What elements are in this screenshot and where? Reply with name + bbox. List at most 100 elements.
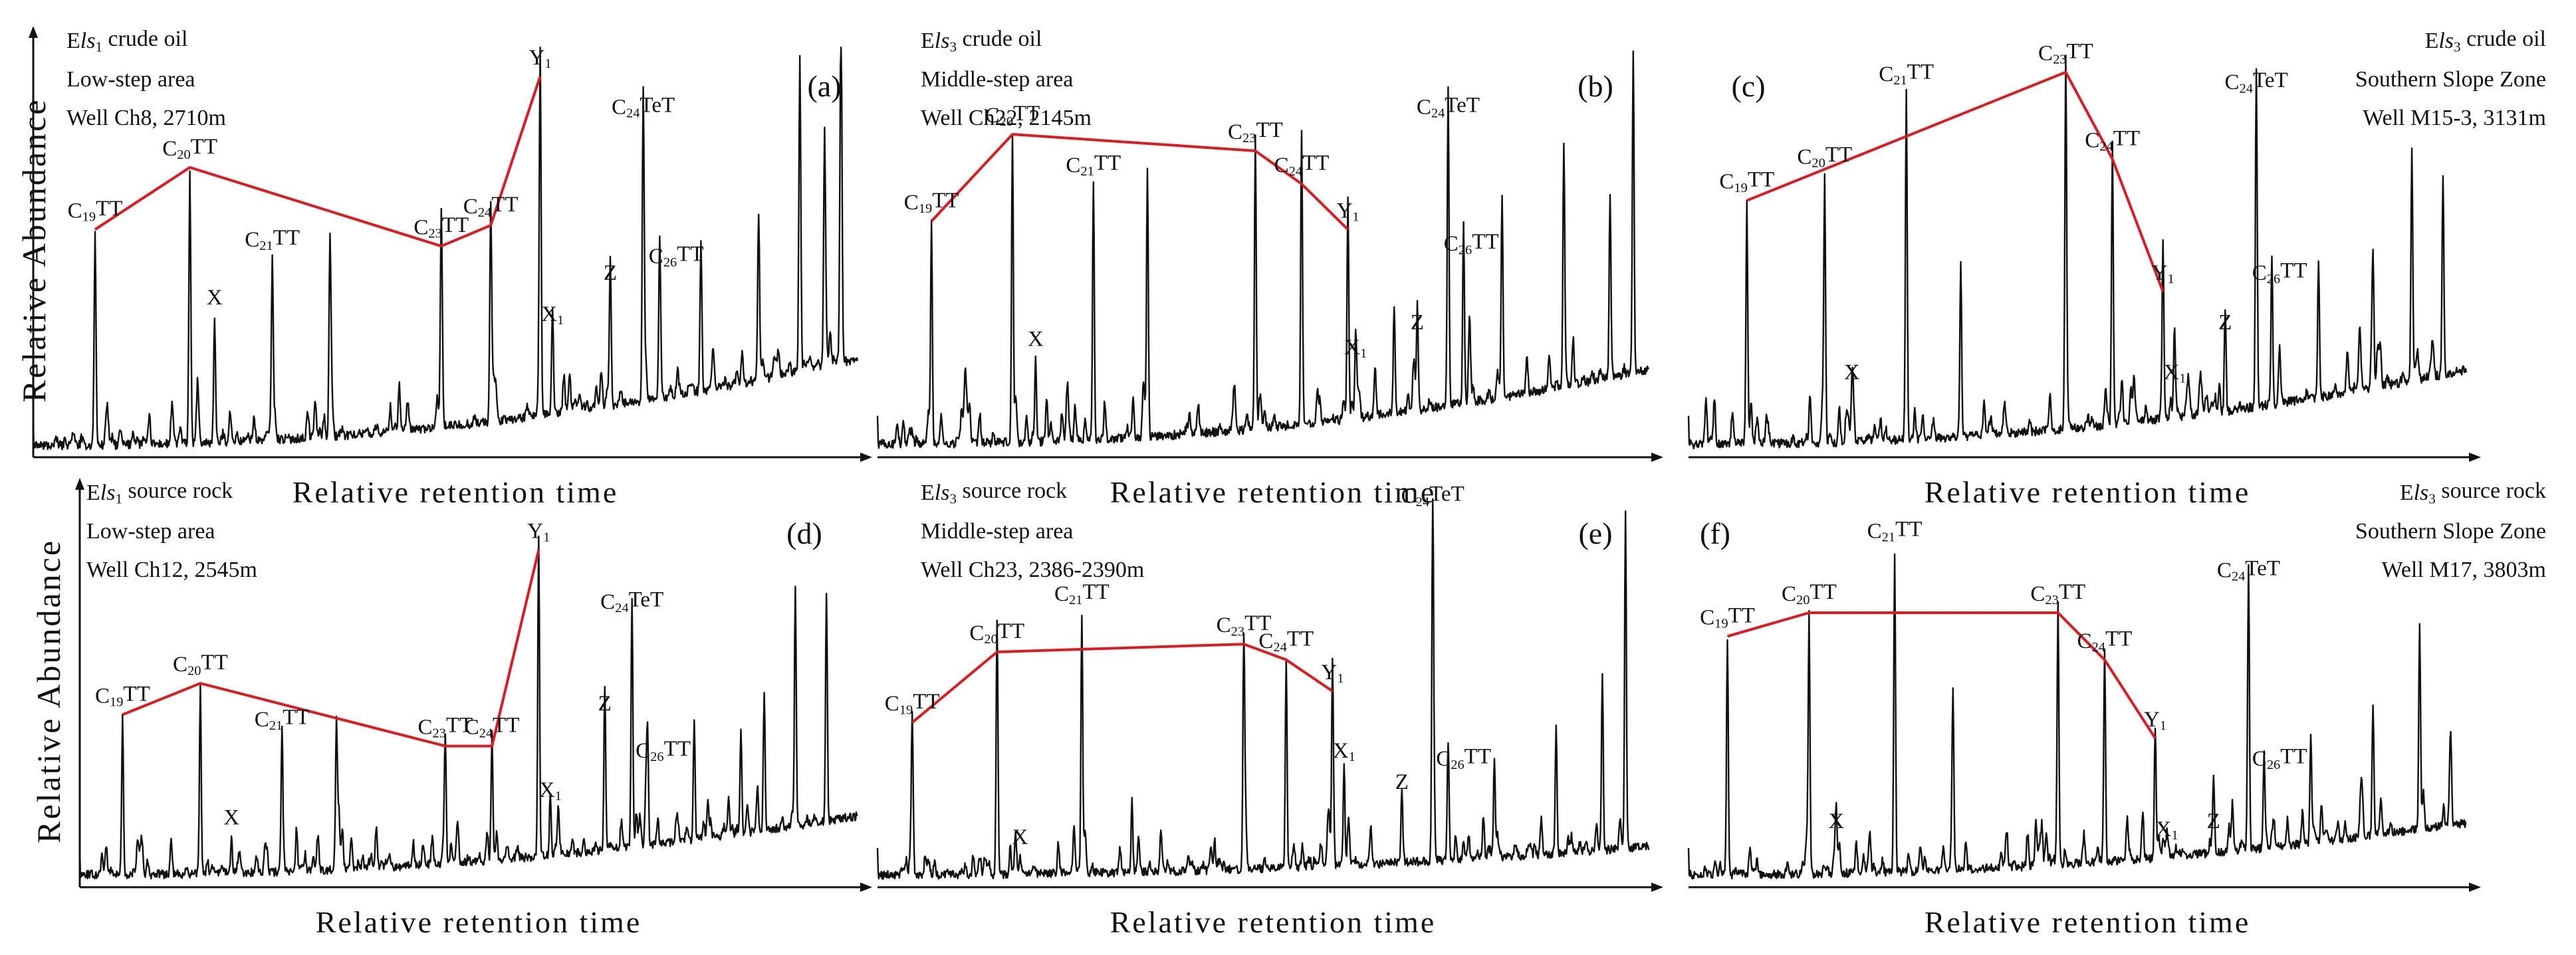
panel-info-line: Southern Slope Zone: [2355, 67, 2546, 92]
panel-info-line: Southern Slope Zone: [2355, 519, 2546, 544]
trend-line: [94, 76, 542, 248]
chromatogram-trace: [1687, 54, 2468, 450]
peak-label: C20TT: [985, 102, 1040, 129]
peak-label: X1: [2163, 360, 2186, 385]
peak-label: X1: [1333, 739, 1355, 764]
panel-info-line: Els1 source rock: [86, 478, 233, 507]
peak-label: X1: [1344, 336, 1367, 361]
peak-label: C21TT: [1066, 152, 1121, 179]
peak-label: Z: [2207, 809, 2220, 833]
panel-info-line: Well Ch12, 2545m: [86, 558, 257, 582]
panel-tag: (c): [1731, 69, 1765, 103]
peak-label: C23TT: [1228, 118, 1283, 146]
trend-line: [930, 133, 1349, 231]
peak-label: C26TT: [649, 243, 704, 270]
panel-tag: (e): [1578, 516, 1612, 550]
peak-label: X: [1012, 825, 1028, 849]
y-axis-label: Relative Abundance: [15, 98, 53, 402]
peak-label: C20TT: [969, 619, 1024, 647]
peak-label: C19TT: [885, 690, 940, 717]
panel-tag: (d): [786, 516, 822, 550]
peak-label: C24TeT: [1417, 93, 1480, 120]
x-axis-label: Relative retention time: [316, 905, 642, 939]
panel-c: Relative retention time C19TT C20TT X C21TT C…: [1687, 27, 2546, 509]
peak-label: X1: [541, 302, 564, 328]
peak-label: C21TT: [255, 706, 310, 733]
panel-d: Relative Abundance Relative retention tim…: [30, 478, 872, 939]
panel-info-line: Els3 crude oil: [921, 27, 1042, 55]
chromatogram-trace: [32, 46, 859, 451]
panel-info-line: Well M17, 3803m: [2381, 558, 2546, 582]
peak-label: C21TT: [1879, 60, 1934, 88]
panel-info-line: Els3 source rock: [921, 478, 1067, 507]
chromatogram-trace: [876, 50, 1650, 449]
peak-label: X: [1028, 327, 1044, 351]
peak-label: C23TT: [2030, 580, 2085, 607]
peak-label: X: [223, 805, 239, 829]
panel-info-line: Well Ch22, 2145m: [921, 106, 1092, 130]
peak-label: C20TT: [162, 135, 217, 162]
peak-label: C19TT: [95, 682, 150, 709]
panel-info-line: Low-step area: [66, 67, 195, 92]
trend-line: [122, 550, 540, 748]
x-axis-label: Relative retention time: [1925, 475, 2251, 509]
panel-info-line: Well Ch23, 2386-2390m: [921, 558, 1144, 582]
y-axis-arrow: [75, 478, 84, 490]
trend-line: [911, 643, 1334, 724]
peak-label: C19TT: [1700, 603, 1755, 631]
peak-label: C24TT: [2085, 126, 2140, 154]
peak-label: C23TT: [1217, 611, 1272, 639]
peak-label: C19TT: [68, 197, 123, 224]
peak-label: C24TT: [465, 713, 520, 740]
peak-label: X: [1844, 360, 1860, 384]
chromatogram-trace: [876, 498, 1650, 880]
peak-label: Y1: [1337, 199, 1359, 224]
panel-info-line: Low-step area: [86, 519, 215, 544]
peak-label: Y1: [527, 520, 550, 545]
panel-b: Relative retention time C19TT C20TT X C21TT C…: [876, 27, 1663, 509]
y-axis-arrow: [29, 26, 38, 38]
panel-tag: (b): [1578, 69, 1613, 103]
peak-label: C20TT: [173, 651, 228, 678]
peak-label: X: [207, 286, 223, 310]
x-axis-arrow: [2469, 453, 2481, 462]
peak-label: X: [1828, 809, 1844, 833]
peak-label: C19TT: [904, 189, 959, 216]
panel-info-line: Els1 crude oil: [66, 27, 187, 55]
peak-label: C19TT: [1719, 168, 1774, 195]
trend-line: [1746, 70, 2165, 292]
panel-tag: (a): [807, 69, 841, 103]
peak-label: C23TT: [2038, 39, 2093, 66]
panel-e: Relative retention time C19TT C20TT X C21TT C…: [876, 478, 1663, 939]
panel-info-line: Well Ch8, 2710m: [66, 106, 226, 130]
peak-label: X1: [539, 778, 562, 803]
peak-label: C20TT: [1797, 143, 1852, 170]
peak-label: C26TT: [2252, 745, 2307, 772]
peak-label: C24TeT: [612, 93, 675, 120]
peak-label: C24TT: [463, 193, 519, 220]
peak-label: C23TT: [413, 213, 469, 241]
peak-label: C26TT: [636, 737, 691, 764]
peak-label: Y1: [2144, 708, 2166, 733]
peak-label: Z: [1411, 311, 1424, 335]
x-axis-label: Relative retention time: [1925, 905, 2251, 939]
peak-label: C26TT: [1436, 745, 1491, 772]
panel-info-line: Middle-step area: [921, 67, 1073, 92]
panel-info-line: Els3 source rock: [2400, 478, 2546, 507]
peak-label: Z: [1395, 770, 1409, 794]
panel-info-line: Els3 crude oil: [2425, 27, 2546, 55]
peak-label: Z: [604, 261, 617, 285]
panel-tag: (f): [1700, 516, 1730, 550]
chromatogram-trace: [1687, 553, 2467, 880]
peak-label: C24TeT: [1401, 482, 1464, 509]
peak-label: Z: [598, 692, 612, 716]
trend-line: [1726, 611, 2157, 739]
peak-label: Y1: [529, 46, 552, 71]
peak-label: C24TT: [2077, 627, 2133, 655]
x-axis-arrow: [1651, 453, 1663, 462]
peak-label: Z: [2218, 311, 2232, 335]
peak-label: C20TT: [1782, 580, 1837, 607]
x-axis-label: Relative retention time: [1110, 475, 1437, 509]
